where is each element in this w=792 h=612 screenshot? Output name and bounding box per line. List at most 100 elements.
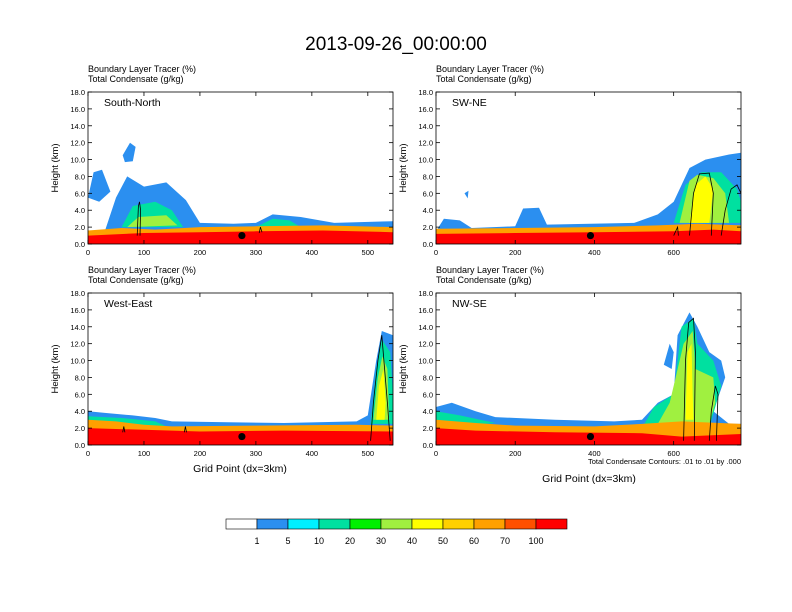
x-tick-label: 300 xyxy=(250,248,263,257)
y-tick-label: 8.0 xyxy=(423,172,433,181)
y-tick-label: 12.0 xyxy=(418,340,433,349)
shaded-region-level-1 xyxy=(104,176,393,232)
shaded-field xyxy=(88,331,393,445)
x-tick-label: 300 xyxy=(250,449,263,458)
shaded-region-level-1 xyxy=(88,331,393,429)
colorbar-swatch xyxy=(473,518,506,530)
colorbar-label: 100 xyxy=(528,536,543,546)
shaded-region-level-6 xyxy=(376,369,386,420)
panel-label-line1: Boundary Layer Tracer (%) xyxy=(436,265,544,275)
shaded-region-level-1 xyxy=(436,312,741,429)
y-tick-label: 16.0 xyxy=(418,105,433,114)
x-tick-label: 0 xyxy=(434,449,438,458)
shaded-region-level-1 xyxy=(464,190,469,199)
panel-label-line2: Total Condensate (g/kg) xyxy=(88,74,184,84)
x-axis-label: Grid Point (dx=3km) xyxy=(542,473,636,485)
shaded-region-level-6 xyxy=(685,343,694,420)
y-tick-label: 8.0 xyxy=(423,373,433,382)
y-tick-label: 0.0 xyxy=(75,441,85,450)
y-tick-label: 0.0 xyxy=(75,240,85,249)
x-tick-label: 400 xyxy=(306,248,319,257)
location-marker xyxy=(586,432,595,441)
x-tick-label: 600 xyxy=(667,248,680,257)
condensate-contour xyxy=(673,225,679,236)
colorbar-swatch xyxy=(504,518,537,530)
panel-label-line1: Boundary Layer Tracer (%) xyxy=(436,64,544,74)
y-tick-label: 12.0 xyxy=(418,139,433,148)
x-tick-label: 100 xyxy=(138,248,151,257)
panel-label-line2: Total Condensate (g/kg) xyxy=(436,275,532,285)
shaded-region-level-1 xyxy=(436,152,741,232)
condensate-contour xyxy=(258,226,263,234)
shaded-region-level-1 xyxy=(122,142,136,163)
colorbar-label: 30 xyxy=(376,536,386,546)
y-axis-label: Height (km) xyxy=(50,143,61,192)
y-tick-label: 10.0 xyxy=(70,357,85,366)
y-tick-label: 14.0 xyxy=(418,323,433,332)
x-tick-label: 200 xyxy=(509,449,522,458)
y-tick-label: 6.0 xyxy=(423,189,433,198)
condensate-contour xyxy=(136,201,142,236)
panel-title: NW-SE xyxy=(452,298,487,310)
colorbar-label: 50 xyxy=(438,536,448,546)
y-tick-label: 14.0 xyxy=(70,122,85,131)
x-tick-label: 0 xyxy=(86,248,90,257)
colorbar-swatch xyxy=(442,518,475,530)
shaded-field xyxy=(436,312,741,445)
x-axis-label: Grid Point (dx=3km) xyxy=(193,463,287,475)
y-tick-label: 10.0 xyxy=(418,156,433,165)
shaded-region-level-5 xyxy=(127,215,178,228)
y-tick-label: 0.0 xyxy=(423,441,433,450)
y-tick-label: 8.0 xyxy=(75,172,85,181)
panel-west-east: Boundary Layer Tracer (%) Total Condensa… xyxy=(50,265,394,475)
shaded-region-level-1 xyxy=(663,343,674,369)
y-tick-label: 8.0 xyxy=(75,373,85,382)
colorbar-label: 5 xyxy=(285,536,290,546)
x-tick-label: 0 xyxy=(434,248,438,257)
plot-area: 0.0 2.0 4.0 6.0 8.0 10.0 12.0 14.0 16.0 18.0 0 100 2… xyxy=(70,289,393,458)
y-tick-label: 6.0 xyxy=(75,189,85,198)
plot-frame xyxy=(435,91,742,245)
colorbar-label: 1 xyxy=(254,536,259,546)
shaded-region-level-1 xyxy=(88,169,111,202)
condensate-contour xyxy=(183,426,187,433)
shaded-field xyxy=(436,152,741,244)
colorbar-swatch xyxy=(318,518,351,530)
y-tick-label: 14.0 xyxy=(70,323,85,332)
x-tick-label: 100 xyxy=(138,449,151,458)
plot-frame xyxy=(87,91,394,245)
y-tick-label: 12.0 xyxy=(70,139,85,148)
colorbar-swatch xyxy=(535,518,568,530)
x-tick-label: 200 xyxy=(509,248,522,257)
colorbar: 1 5 10 20 30 40 50 60 70 100 xyxy=(225,518,568,546)
location-marker xyxy=(238,231,246,240)
y-tick-label: 16.0 xyxy=(70,306,85,315)
y-tick-label: 14.0 xyxy=(418,122,433,131)
colorbar-swatch xyxy=(411,518,444,530)
condensate-contour xyxy=(720,184,741,236)
location-marker xyxy=(586,231,595,240)
panel-label-line2: Total Condensate (g/kg) xyxy=(88,275,184,285)
condensate-contour xyxy=(122,426,126,433)
y-tick-label: 2.0 xyxy=(75,223,85,232)
x-tick-label: 200 xyxy=(194,449,207,458)
panel-south-north: Boundary Layer Tracer (%) Total Condensa… xyxy=(50,64,394,257)
colorbar-swatch xyxy=(287,518,320,530)
condensate-contour xyxy=(708,385,719,441)
colorbar-label: 20 xyxy=(345,536,355,546)
y-axis-label: Height (km) xyxy=(398,143,409,192)
x-tick-label: 200 xyxy=(194,248,207,257)
shaded-field xyxy=(88,142,393,244)
x-tick-label: 500 xyxy=(362,449,375,458)
y-tick-label: 4.0 xyxy=(423,407,433,416)
y-axis-label: Height (km) xyxy=(50,344,61,393)
panel-label-line1: Boundary Layer Tracer (%) xyxy=(88,64,196,74)
condensate-contour xyxy=(370,335,391,441)
y-tick-label: 0.0 xyxy=(423,240,433,249)
colorbar-label: 70 xyxy=(500,536,510,546)
x-tick-label: 0 xyxy=(86,449,90,458)
shaded-region-level-3 xyxy=(255,218,301,228)
colorbar-swatch xyxy=(256,518,289,530)
y-tick-label: 4.0 xyxy=(423,206,433,215)
panel-nw-se: Boundary Layer Tracer (%) Total Condensa… xyxy=(398,265,742,485)
